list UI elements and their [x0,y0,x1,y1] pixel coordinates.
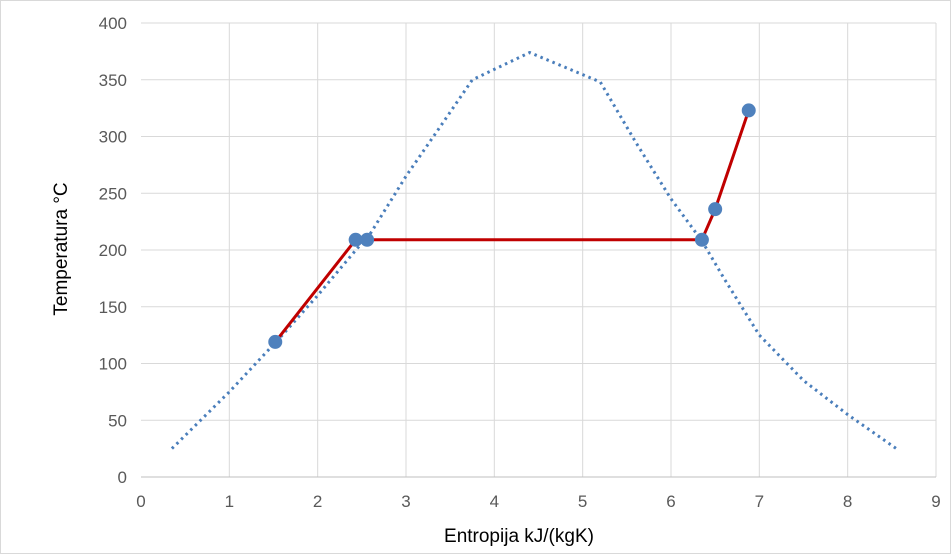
y-tick-label: 250 [99,184,127,203]
x-tick-label: 2 [313,492,322,511]
y-tick-label: 350 [99,71,127,90]
x-tick-label: 3 [401,492,410,511]
cycle-point-marker [742,103,756,117]
y-tick-label: 150 [99,298,127,317]
saturation-curve-line [172,53,896,449]
tick-labels: 0 50 100 150 200 250 300 350 400 0 1 2 3 4 5 6 7 8 9 [99,14,941,511]
y-tick-label: 400 [99,14,127,33]
y-tick-label: 200 [99,241,127,260]
x-axis-title: Entropija kJ/(kgK) [444,526,594,547]
y-tick-label: 0 [118,468,127,487]
cycle-point-marker [360,233,374,247]
x-tick-label: 4 [490,492,499,511]
y-tick-label: 300 [99,128,127,147]
x-tick-label: 0 [136,492,145,511]
x-tick-label: 8 [843,492,852,511]
y-tick-label: 100 [99,355,127,374]
x-tick-label: 6 [666,492,675,511]
x-tick-label: 7 [755,492,764,511]
y-axis-title: Temperatura °C [51,182,72,315]
cycle-point-marker [268,335,282,349]
x-tick-label: 9 [931,492,940,511]
cycle-point-marker [695,233,709,247]
gridlines [141,23,936,477]
x-tick-label: 5 [578,492,587,511]
cycle-point-marker [708,202,722,216]
x-tick-label: 1 [225,492,234,511]
series-layer [172,53,896,449]
y-tick-label: 50 [108,411,127,430]
